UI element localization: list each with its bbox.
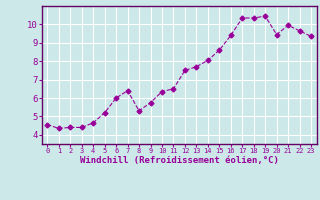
- X-axis label: Windchill (Refroidissement éolien,°C): Windchill (Refroidissement éolien,°C): [80, 156, 279, 165]
